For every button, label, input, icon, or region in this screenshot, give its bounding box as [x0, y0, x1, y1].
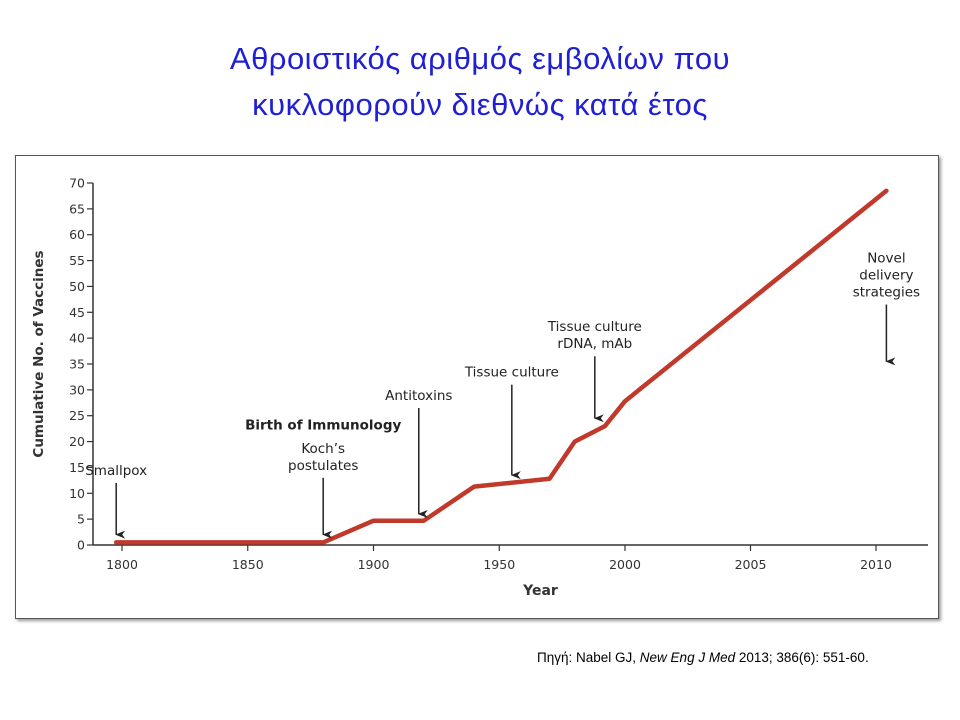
x-tick-label: 1850	[232, 557, 264, 572]
annotation-label: delivery	[859, 268, 913, 284]
annotation-label: Tissue culture	[547, 319, 642, 335]
chart-frame: 0 5 10 15 20 25 30 35 40 45 50 55 60 65 70 1800 1850 1900…	[15, 155, 939, 619]
y-tick-label: 25	[69, 408, 85, 423]
x-tick-label: 1950	[483, 557, 515, 572]
y-tick-label: 45	[69, 305, 85, 320]
annotation-label: Koch’s	[301, 441, 345, 457]
x-axis-label: Year	[522, 583, 558, 599]
annotation-label: strategies	[853, 285, 920, 301]
y-tick-label: 20	[69, 434, 85, 449]
annotation-label: Antitoxins	[385, 388, 452, 404]
x-tick-label: 2005	[735, 557, 767, 572]
x-tick-label: 2010	[860, 557, 892, 572]
y-tick-label: 55	[69, 253, 85, 268]
y-tick-label: 30	[69, 382, 85, 397]
series-line-0	[113, 188, 889, 545]
source-citation: Πηγή: Nabel GJ, New Eng J Med 2013; 386(…	[537, 650, 869, 665]
y-axis-label: Cumulative No. of Vaccines	[31, 250, 47, 457]
annotation-label: Birth of Immunology	[245, 418, 401, 434]
annotation-label: Tissue culture	[464, 365, 559, 381]
cumulative-vaccines-chart: 0 5 10 15 20 25 30 35 40 45 50 55 60 65 70 1800 1850 1900…	[31, 176, 928, 599]
x-tick-label: 1900	[358, 557, 390, 572]
y-tick-label: 50	[69, 279, 85, 294]
y-tick-label: 40	[69, 331, 85, 346]
x-tick-label: 2000	[609, 557, 641, 572]
y-tick-label: 10	[69, 486, 85, 501]
source-prefix: Πηγή: Nabel GJ,	[537, 650, 640, 665]
source-journal: New Eng J Med	[639, 650, 736, 665]
y-tick-label: 5	[77, 512, 85, 527]
y-tick-label: 70	[69, 176, 85, 191]
annotation-label: rDNA, mAb	[557, 336, 632, 352]
x-tick-label: 1800	[106, 557, 138, 572]
annotation-label: Novel	[867, 251, 905, 267]
slide-title: Αθροιστικός αριθμός εμβολίων που κυκλοφο…	[0, 36, 960, 128]
y-tick-label: 0	[77, 538, 85, 553]
y-tick-label: 15	[69, 460, 85, 475]
y-tick-label: 60	[69, 227, 85, 242]
y-tick-label: 65	[69, 201, 85, 216]
y-tick-label: 35	[69, 357, 85, 372]
annotation-label: postulates	[288, 458, 358, 474]
source-suffix: 2013; 386(6): 551-60.	[735, 650, 869, 665]
annotation-label: Smallpox	[85, 463, 147, 479]
title-line-1: Αθροιστικός αριθμός εμβολίων που	[229, 41, 731, 76]
title-line-2: κυκλοφορούν διεθνώς κατά έτος	[252, 87, 708, 122]
